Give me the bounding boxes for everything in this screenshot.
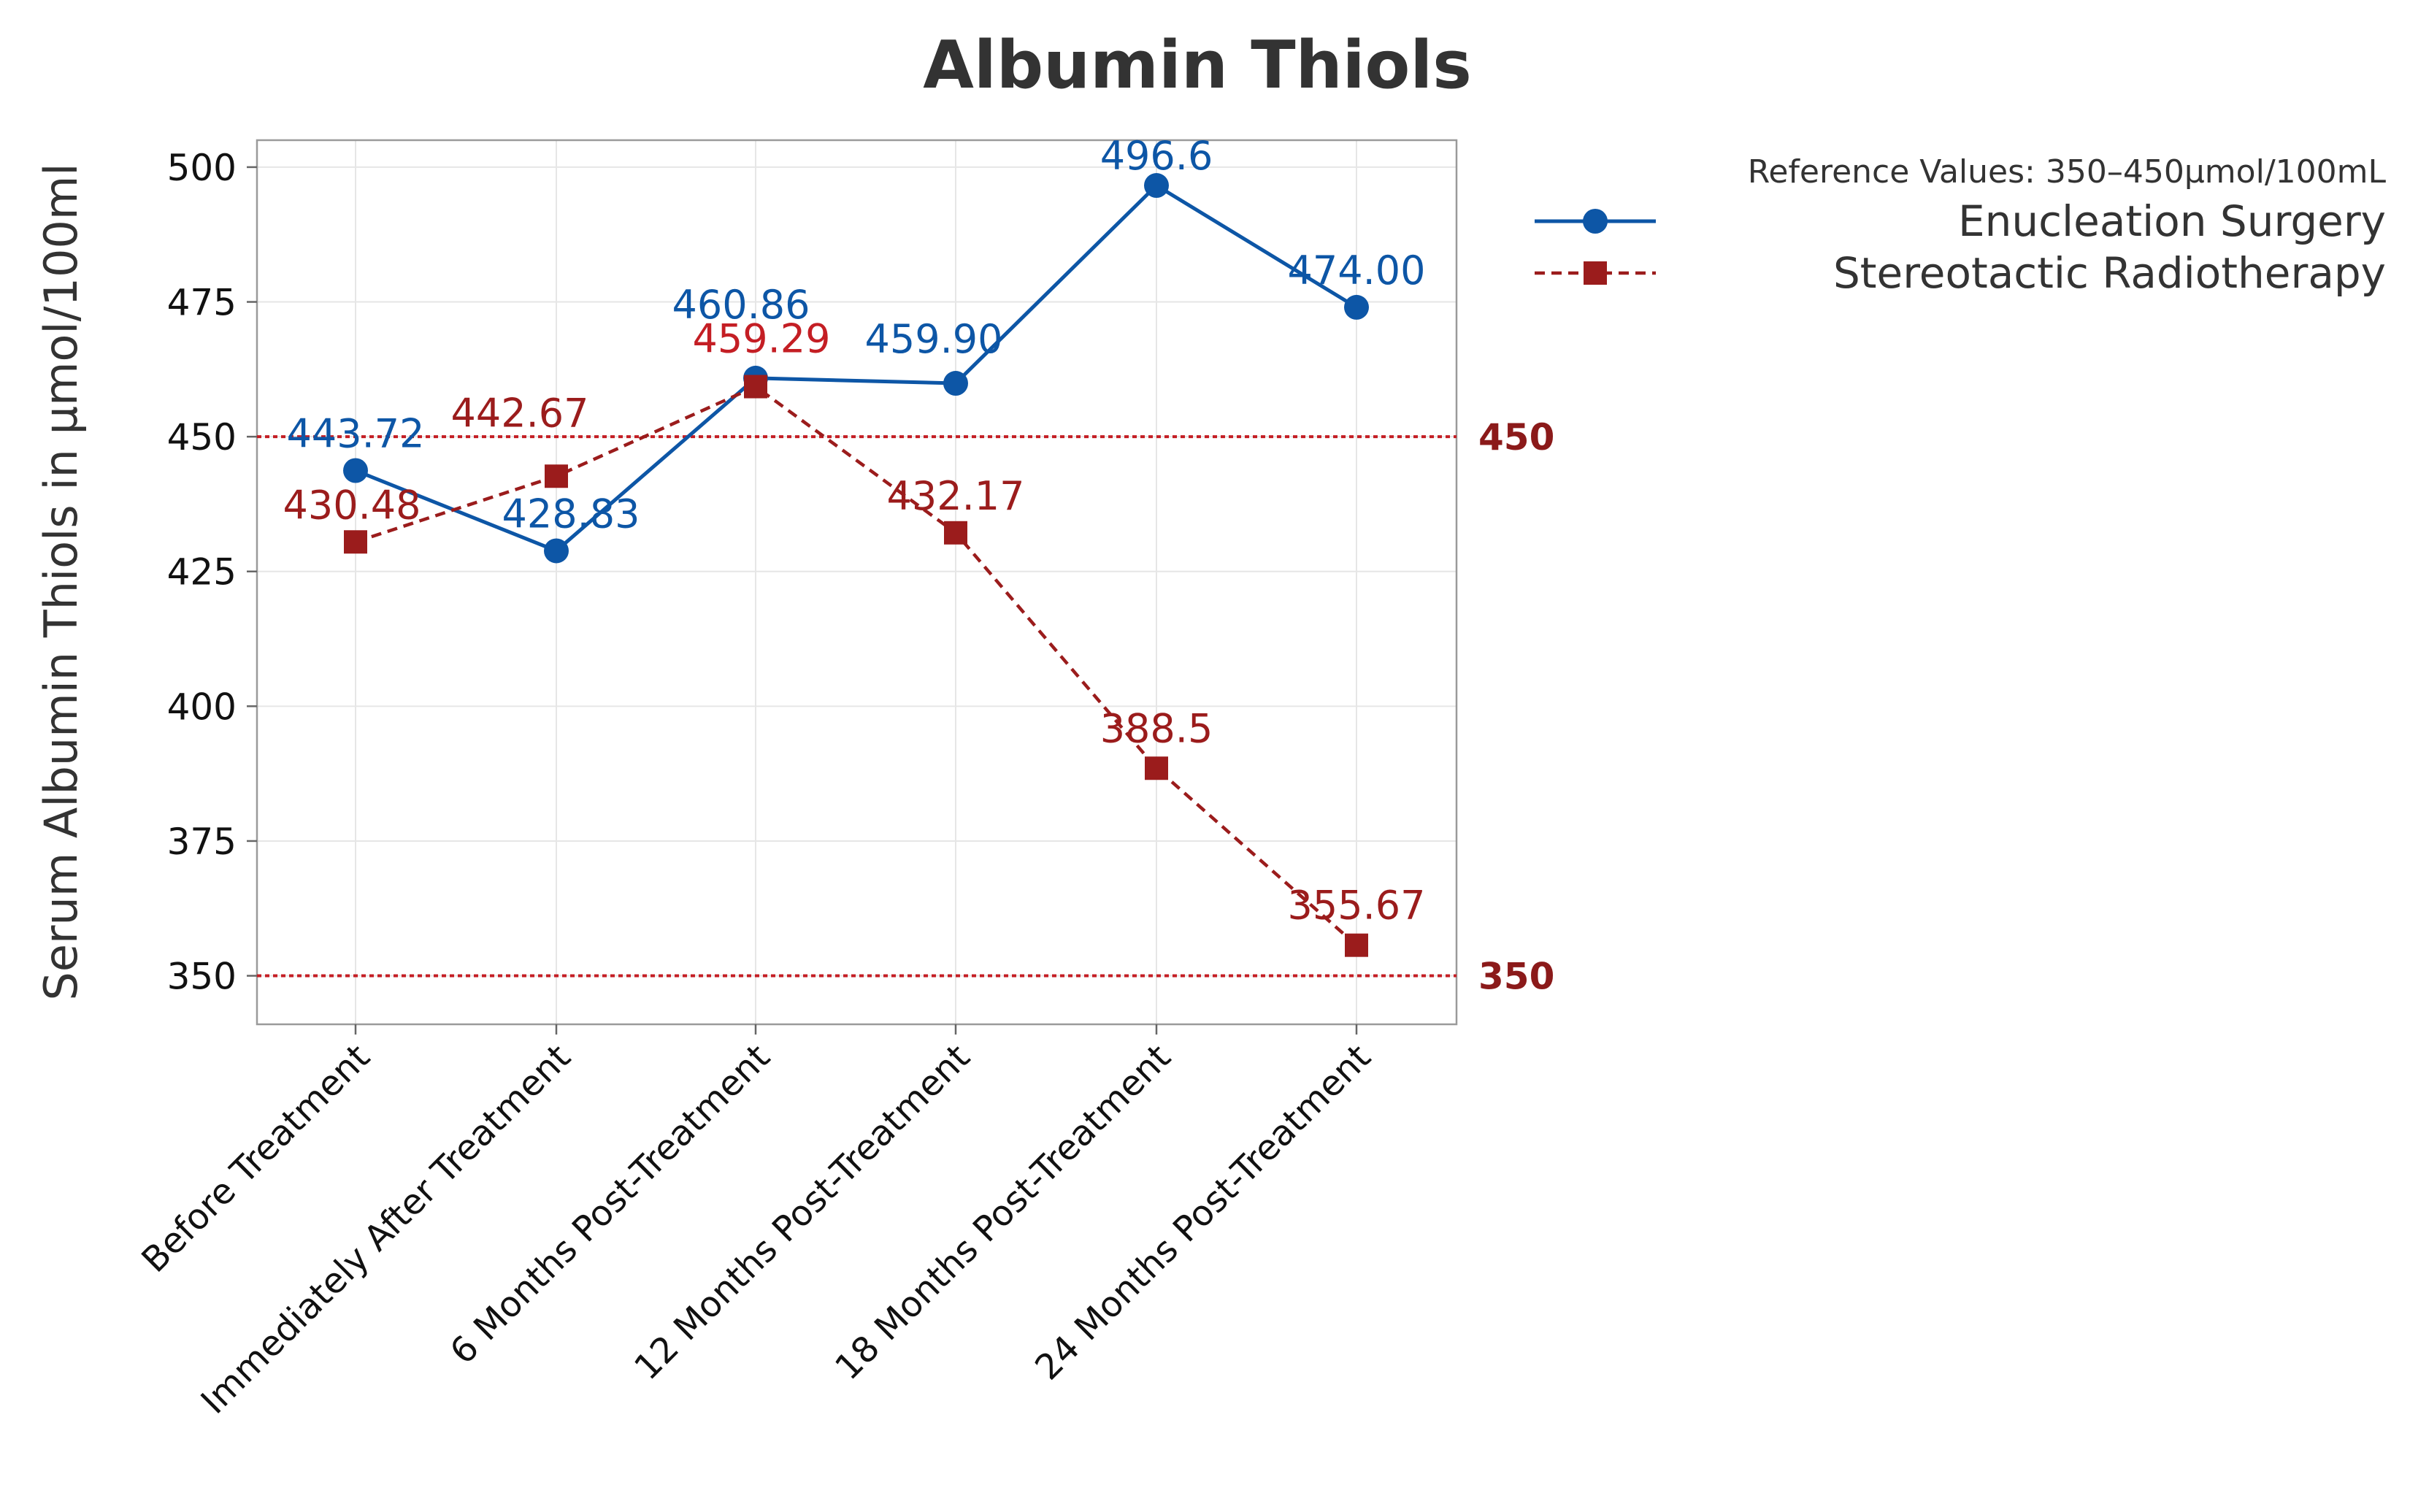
series-line-enucleation-surgery xyxy=(355,183,1358,553)
data-label: 442.67 xyxy=(451,390,589,436)
plot-frame xyxy=(256,139,1458,1026)
legend-title: Reference Values: 350–450µmol/100mL xyxy=(1748,153,2387,191)
data-label: 460.86 xyxy=(672,282,810,328)
data-label: 428.83 xyxy=(502,491,640,537)
data-point-stereotactic-radiotherapy xyxy=(744,375,767,399)
data-point-stereotactic-radiotherapy xyxy=(1345,933,1368,957)
reference-lines: 450 350 xyxy=(257,416,1554,998)
legend-label: Enucleation Surgery xyxy=(1958,196,2386,246)
y-tick-label: 400 xyxy=(167,686,237,728)
data-point-enucleation-surgery xyxy=(1344,294,1369,320)
data-label: 443.72 xyxy=(287,411,425,457)
y-tick-label: 500 xyxy=(167,147,237,189)
y-tick-label: 375 xyxy=(167,821,237,863)
data-label: 496.6 xyxy=(1100,133,1213,179)
data-labels: 443.72 428.83 460.86 459.90 496.6 474.00 430.4… xyxy=(283,133,1426,929)
reference-line-label: 450 xyxy=(1478,416,1554,458)
legend-label: Stereotactic Radiotherapy xyxy=(1833,248,2386,298)
data-label: 432.17 xyxy=(887,473,1025,519)
y-tick-label: 450 xyxy=(167,416,237,458)
data-point-enucleation-surgery xyxy=(343,458,368,483)
data-label: 459.29 xyxy=(693,316,831,362)
reference-line-label: 350 xyxy=(1478,956,1554,998)
y-tick-label: 350 xyxy=(167,956,237,998)
data-label: 355.67 xyxy=(1288,883,1426,929)
data-point-stereotactic-radiotherapy xyxy=(1145,756,1168,780)
data-point-enucleation-surgery xyxy=(544,538,569,564)
legend: Reference Values: 350–450µmol/100mL Enuc… xyxy=(1535,153,2386,298)
data-point-stereotactic-radiotherapy xyxy=(344,530,367,554)
data-label: 459.90 xyxy=(865,316,1003,362)
grid-layer xyxy=(257,140,1457,1024)
series-line-stereotactic-radiotherapy xyxy=(355,384,1358,947)
data-point-stereotactic-radiotherapy xyxy=(944,521,967,545)
data-label: 388.5 xyxy=(1100,705,1213,751)
data-point-enucleation-surgery xyxy=(943,371,968,396)
legend-marker-circle xyxy=(1583,209,1608,234)
y-tick-label: 425 xyxy=(167,551,237,594)
data-point-enucleation-surgery xyxy=(1144,173,1169,199)
data-point-stereotactic-radiotherapy xyxy=(545,464,568,488)
data-label: 474.00 xyxy=(1288,247,1426,293)
chart-title: Albumin Thiols xyxy=(923,27,1472,104)
y-axis-label: Serum Albumin Thiols in µmol/100ml xyxy=(34,164,88,1001)
series-layer xyxy=(343,173,1369,957)
legend-marker-square xyxy=(1584,261,1607,285)
y-tick-label: 475 xyxy=(167,282,237,324)
data-label: 430.48 xyxy=(283,482,421,528)
